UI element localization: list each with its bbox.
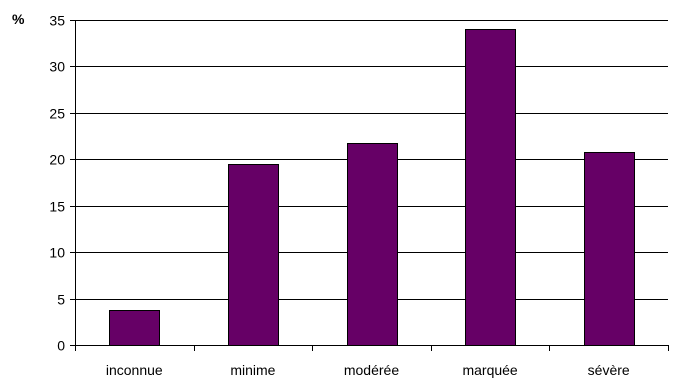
- axes: [70, 20, 669, 351]
- x-tick-labels: inconnue minime modérée marquée sévère: [106, 362, 630, 378]
- bars: [109, 29, 635, 346]
- x-tick-label: sévère: [588, 362, 630, 378]
- x-tick-label: inconnue: [106, 362, 163, 378]
- y-tick-labels: 0 5 10 15 20 25 30 35: [49, 13, 65, 354]
- y-tick-label: 20: [49, 152, 65, 168]
- y-tick-label: 0: [57, 338, 65, 354]
- bar-2: [347, 143, 398, 346]
- bar-3: [465, 29, 516, 346]
- y-tick-label: 30: [49, 59, 65, 75]
- x-tick-label: modérée: [344, 362, 399, 378]
- bar-0: [109, 310, 160, 346]
- bar-1: [228, 164, 279, 346]
- y-tick-label: 35: [49, 13, 65, 29]
- y-axis-unit-label: %: [12, 11, 25, 27]
- bar-4: [584, 152, 635, 346]
- y-tick-label: 10: [49, 245, 65, 261]
- y-tick-label: 25: [49, 106, 65, 122]
- x-tick-label: marquée: [462, 362, 517, 378]
- x-tick-label: minime: [230, 362, 275, 378]
- y-tick-label: 15: [49, 199, 65, 215]
- y-tick-label: 5: [57, 292, 65, 308]
